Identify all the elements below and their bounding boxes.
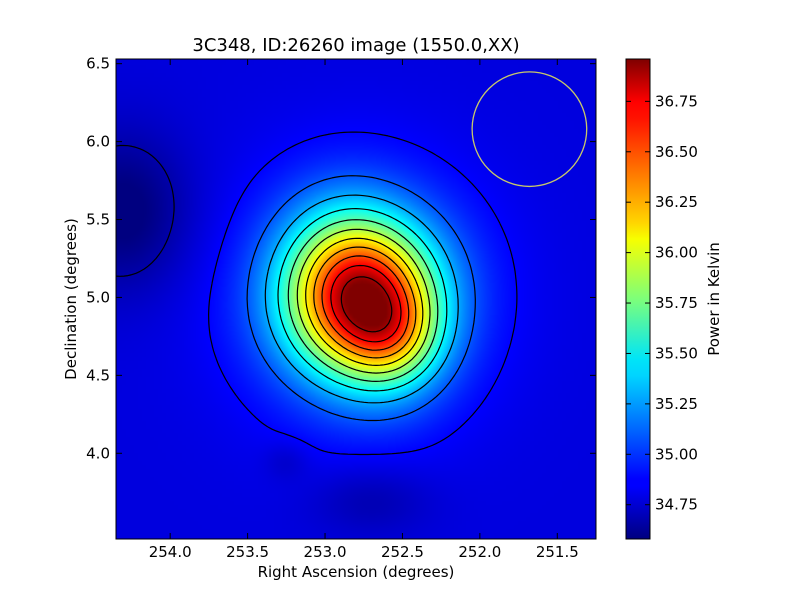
colorbar-axis: 34.75 35.00 35.25 35.50 35.75 36.00 36.25 36.50…: [626, 92, 698, 514]
colorbar-tick-label: 36.00: [655, 244, 698, 262]
x-tick-label: 253.5: [226, 543, 269, 561]
contour-lines: [116, 131, 518, 456]
contour-level: [287, 219, 439, 382]
x-tick-label: 251.5: [536, 543, 579, 561]
heatmap-image: [116, 59, 596, 539]
x-tick-label: 252.5: [381, 543, 424, 561]
contour-level: [305, 237, 424, 366]
contour-level: [321, 255, 410, 351]
colorbar-tick-label: 35.25: [655, 395, 698, 413]
y-axis: 4.0 4.5 5.0 5.5 6.0 6.5: [86, 55, 596, 462]
y-tick-label: 5.5: [86, 211, 110, 229]
y-tick-label: 6.5: [86, 55, 110, 73]
y-tick-label: 4.0: [86, 444, 110, 462]
contour-level: [313, 246, 417, 359]
colorbar-tick-label: 34.75: [655, 496, 698, 514]
x-tick-label: 252.0: [458, 543, 501, 561]
contour-level: [277, 208, 448, 392]
colorbar-tick-label: 36.50: [655, 143, 698, 161]
chart-title: 3C348, ID:26260 image (1550.0,XX): [192, 35, 519, 56]
plot-frame: [115, 58, 597, 540]
colorbar-tick-label: 36.25: [655, 193, 698, 211]
colorbar-tick-label: 35.75: [655, 294, 698, 312]
x-tick-label: 254.0: [149, 543, 192, 561]
colorbar-tick-label: 35.50: [655, 344, 698, 362]
contour-level: [340, 276, 393, 333]
x-axis: 254.0 253.5 253.0 252.5 252.0 251.5: [149, 59, 579, 561]
y-tick-label: 6.0: [86, 133, 110, 151]
contour-level: [296, 228, 431, 374]
x-tick-label: 253.0: [304, 543, 347, 561]
contour-level: [208, 131, 518, 456]
colorbar-tick-label: 36.75: [655, 92, 698, 110]
contour-level: [330, 264, 402, 343]
contour-level: [116, 144, 175, 277]
colorbar-tick-label: 35.00: [655, 445, 698, 463]
colorbar-frame: [625, 58, 651, 540]
x-axis-label: Right Ascension (degrees): [258, 563, 455, 581]
y-tick-label: 4.5: [86, 366, 110, 384]
y-tick-label: 5.0: [86, 288, 110, 306]
y-axis-label: Declination (degrees): [62, 218, 80, 380]
colorbar: [626, 59, 650, 539]
beam-circle: [471, 71, 588, 188]
contour-level: [246, 175, 476, 422]
contour-level: [264, 194, 459, 404]
colorbar-label: Power in Kelvin: [705, 242, 723, 356]
